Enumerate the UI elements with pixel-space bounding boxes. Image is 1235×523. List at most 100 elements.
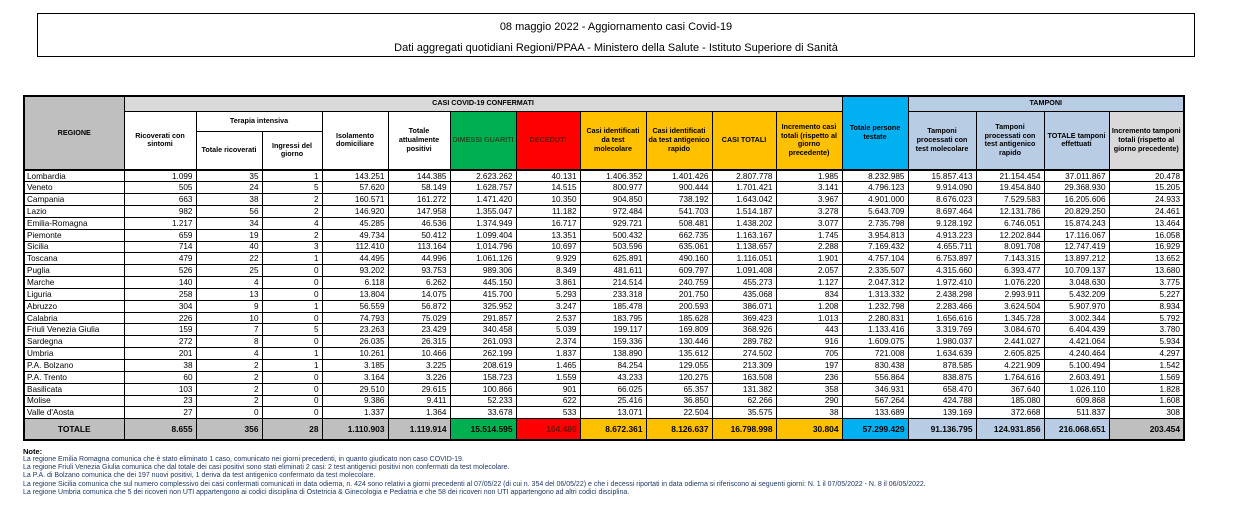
value-cell: 5.792	[1108, 311, 1185, 325]
value-cell: 1.127	[775, 276, 843, 289]
header-incremento-tamponi: Incremento tamponi totali (rispetto al g…	[1108, 110, 1185, 171]
value-cell: 1.438.202	[711, 216, 777, 230]
value-cell: 625.891	[579, 252, 647, 266]
value-cell: 25	[195, 264, 263, 278]
value-cell: 13.464	[1108, 216, 1185, 230]
value-cell: 1.901	[775, 252, 843, 266]
value-cell: 7.529.583	[975, 193, 1045, 207]
value-cell: 1.406.352	[579, 169, 647, 183]
value-cell: 900.444	[645, 181, 713, 195]
value-cell: 308	[1108, 406, 1185, 420]
value-cell: 75.029	[387, 311, 451, 325]
value-cell: 714	[123, 240, 197, 254]
value-cell: 56.559	[321, 299, 389, 313]
value-cell: 38	[195, 193, 263, 207]
region-cell: Sicilia	[23, 240, 125, 254]
value-cell: 511.837	[1043, 406, 1110, 420]
value-cell: 22	[195, 252, 263, 266]
value-cell: 8.349	[515, 264, 581, 278]
value-cell: 1.133.416	[841, 323, 909, 337]
total-value-cell: 1.119.914	[387, 418, 451, 441]
value-cell: 10	[195, 311, 263, 325]
value-cell: 57.620	[321, 181, 389, 195]
region-cell: Toscana	[23, 252, 125, 266]
value-cell: 14.515	[515, 181, 581, 195]
value-cell: 13.897.212	[1043, 252, 1110, 266]
value-cell: 19.454.840	[975, 181, 1045, 195]
value-cell: 1.837	[515, 347, 581, 360]
value-cell: 1	[261, 169, 323, 183]
value-cell: 2	[195, 382, 263, 396]
value-cell: 4	[195, 347, 263, 360]
header-persone-testate: Totale persone testate	[841, 95, 909, 171]
value-cell: 0	[261, 264, 323, 278]
value-cell: 0	[261, 276, 323, 289]
covid-data-table: REGIONE CASI COVID-19 CONFERMATI Totale …	[23, 95, 1185, 441]
value-cell: 7.169.432	[841, 240, 909, 254]
value-cell: 15.874.243	[1043, 216, 1110, 230]
table-row: Basilicata 103 2 0 29.510 29.615 100.866 901 66.…	[23, 382, 1185, 396]
header-group-confermati: CASI COVID-19 CONFERMATI	[123, 95, 843, 112]
value-cell: 2.280.831	[841, 311, 909, 325]
value-cell: 1	[261, 299, 323, 313]
value-cell: 36.850	[645, 394, 713, 408]
region-cell: Sardegna	[23, 335, 125, 349]
value-cell: 1.355.047	[449, 205, 517, 218]
value-cell: 2.605.825	[975, 347, 1045, 360]
value-cell: 982	[123, 205, 197, 218]
value-cell: 1	[261, 359, 323, 372]
value-cell: 4.901.000	[841, 193, 909, 207]
value-cell: 13.804	[321, 287, 389, 301]
value-cell: 19	[195, 228, 263, 242]
value-cell: 929.721	[579, 216, 647, 230]
value-cell: 325.952	[449, 299, 517, 313]
value-cell: 29.615	[387, 382, 451, 396]
table-row: Lazio 982 56 2 146.920 147.958 1.355.047 11.182…	[23, 205, 1185, 218]
value-cell: 6.118	[321, 276, 389, 289]
report-date-title: 08 maggio 2022 - Aggiornamento casi Covi…	[499, 21, 733, 33]
table-row: Calabria 226 10 0 74.793 75.029 291.857 2.537 18…	[23, 311, 1185, 325]
value-cell: 201.750	[645, 287, 713, 301]
value-cell: 1.014.796	[449, 240, 517, 254]
value-cell: 130.446	[645, 335, 713, 349]
header-regione: REGIONE	[23, 95, 125, 171]
value-cell: 1.634.639	[907, 347, 977, 360]
value-cell: 169.809	[645, 323, 713, 337]
total-value-cell: 28	[261, 418, 323, 441]
value-cell: 33.678	[449, 406, 517, 420]
value-cell: 878.585	[907, 359, 977, 372]
value-cell: 4	[261, 216, 323, 230]
header-group-tamponi: TAMPONI	[907, 95, 1185, 112]
value-cell: 5.643.709	[841, 205, 909, 218]
value-cell: 274.502	[711, 347, 777, 360]
value-cell: 16.929	[1108, 240, 1185, 254]
value-cell: 1.628.757	[449, 181, 517, 195]
value-cell: 2	[261, 205, 323, 218]
value-cell: 503.596	[579, 240, 647, 254]
value-cell: 1.471.420	[449, 193, 517, 207]
value-cell: 10.350	[515, 193, 581, 207]
value-cell: 62.266	[711, 394, 777, 408]
value-cell: 1.013	[775, 311, 843, 325]
value-cell: 6.262	[387, 276, 451, 289]
value-cell: 5	[261, 323, 323, 337]
value-cell: 556.864	[841, 370, 909, 384]
value-cell: 13.652	[1108, 252, 1185, 266]
value-cell: 21.154.454	[975, 169, 1045, 183]
value-cell: 35	[195, 169, 263, 183]
header-casi-totali: CASI TOTALI	[711, 110, 777, 171]
region-cell: Marche	[23, 276, 125, 289]
header-incremento-casi: Incremento casi totali (rispetto al gior…	[775, 110, 843, 171]
value-cell: 4.221.909	[975, 359, 1045, 372]
value-cell: 1.656.616	[907, 311, 977, 325]
value-cell: 161.272	[387, 193, 451, 207]
value-cell: 2	[261, 193, 323, 207]
value-cell: 721.008	[841, 347, 909, 360]
total-value-cell: 8.126.637	[645, 418, 713, 441]
table-row: Lombardia 1.099 35 1 143.251 144.385 2.623.262…	[23, 169, 1185, 183]
table-row: Toscana 479 22 1 44.495 44.996 1.061.126 9.929 6…	[23, 252, 1185, 266]
value-cell: 705	[775, 347, 843, 360]
value-cell: 143.251	[321, 169, 389, 183]
value-cell: 1.337	[321, 406, 389, 420]
value-cell: 7	[195, 323, 263, 337]
